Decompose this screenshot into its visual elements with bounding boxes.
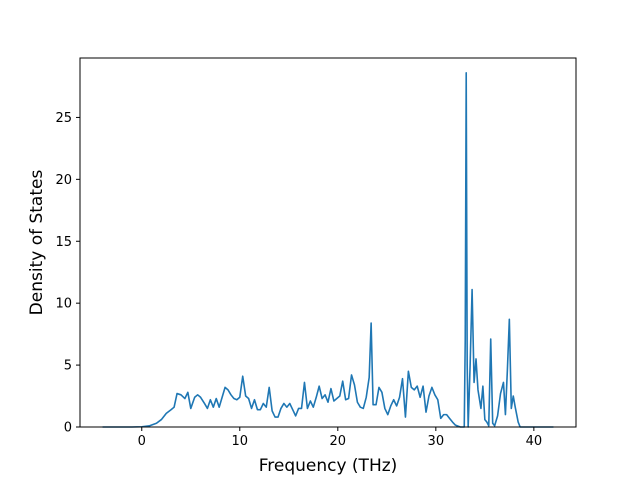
y-tick-label: 25 — [55, 111, 72, 126]
plot-area — [102, 72, 554, 428]
x-tick-label: 40 — [526, 434, 543, 449]
y-tick-label: 0 — [64, 421, 72, 436]
y-tick-label: 20 — [55, 173, 72, 188]
y-tick-label: 10 — [55, 297, 72, 312]
x-tick-label: 30 — [428, 434, 445, 449]
x-axis-ticks: 0 10 20 30 40 — [138, 427, 543, 449]
y-axis-ticks: 0 5 10 15 20 25 — [55, 111, 80, 436]
axes-frame — [79, 57, 577, 428]
y-tick-label: 15 — [55, 235, 72, 250]
series-line-0 — [102, 72, 554, 428]
y-axis-label: Density of States — [27, 170, 47, 316]
x-tick-label: 20 — [330, 434, 347, 449]
x-axis-label: Frequency (THz) — [259, 456, 398, 476]
x-tick-label: 10 — [232, 434, 249, 449]
y-tick-label: 5 — [64, 359, 72, 374]
x-tick-label: 0 — [138, 434, 146, 449]
